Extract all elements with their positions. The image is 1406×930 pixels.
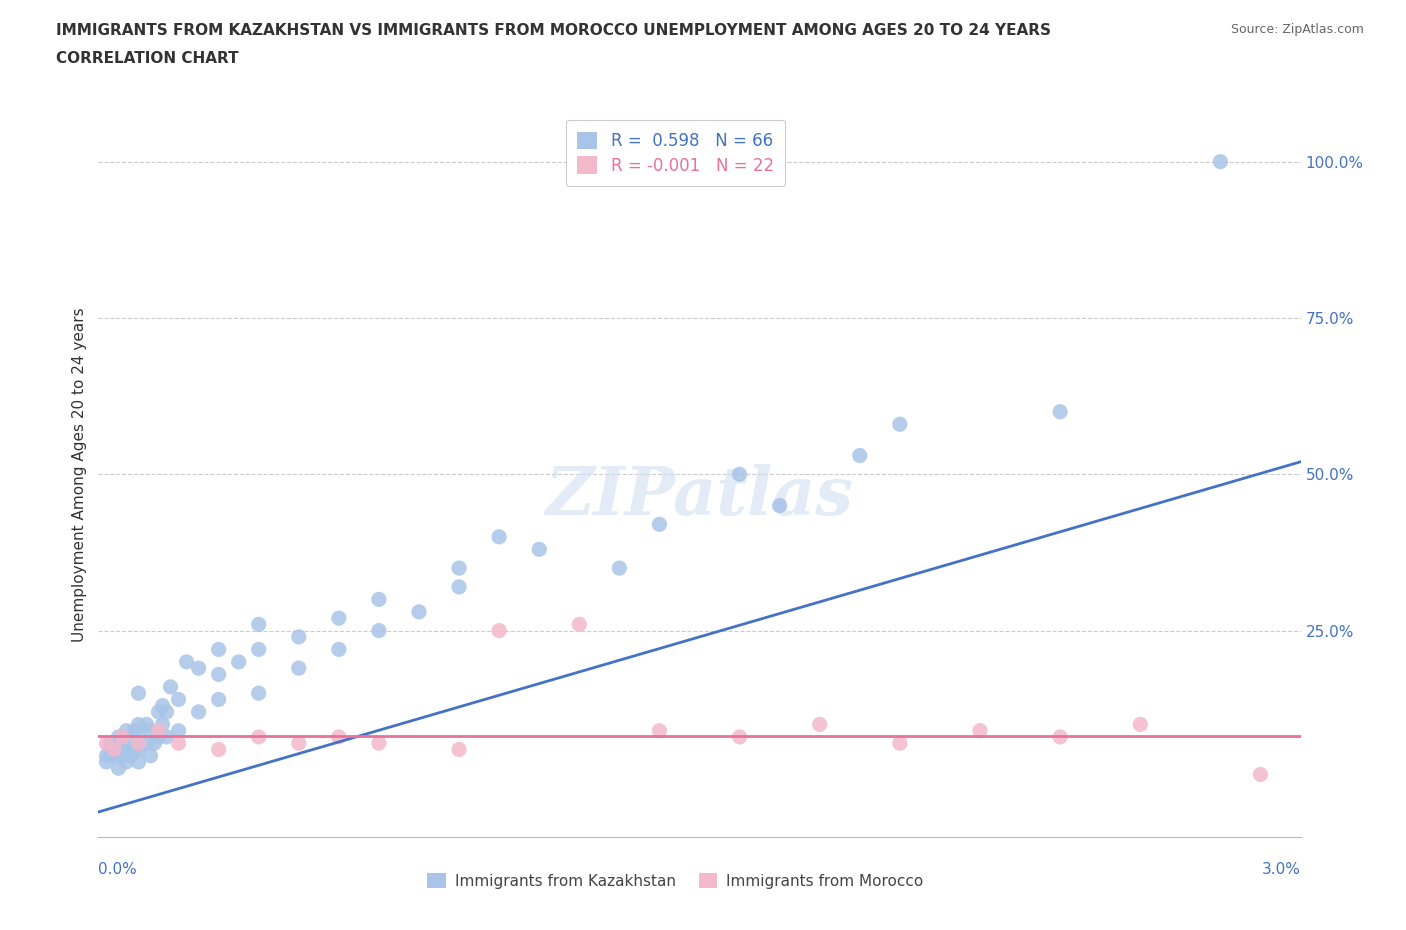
Point [111,736,134,751]
Point [100,736,122,751]
Point [969,724,991,738]
Point [247,642,270,657]
Point [1209,154,1232,169]
Point [228,655,250,670]
Point [208,692,231,707]
Point [155,705,177,720]
Point [115,724,138,738]
Point [447,579,470,594]
Point [1049,729,1071,744]
Point [111,749,134,764]
Point [115,754,138,769]
Point [96,754,118,769]
Point [135,717,157,732]
Point [609,561,631,576]
Point [143,736,166,751]
Point [128,754,150,769]
Point [139,749,162,764]
Point [124,742,146,757]
Point [100,749,122,764]
Point [148,705,170,720]
Text: Source: ZipAtlas.com: Source: ZipAtlas.com [1230,23,1364,36]
Point [120,729,142,744]
Text: IMMIGRANTS FROM KAZAKHSTAN VS IMMIGRANTS FROM MOROCCO UNEMPLOYMENT AMONG AGES 20: IMMIGRANTS FROM KAZAKHSTAN VS IMMIGRANTS… [56,23,1052,38]
Point [728,729,751,744]
Legend: Immigrants from Kazakhstan, Immigrants from Morocco: Immigrants from Kazakhstan, Immigrants f… [422,867,929,895]
Point [155,729,177,744]
Point [187,705,209,720]
Point [447,742,470,757]
Point [139,724,162,738]
Point [247,729,270,744]
Point [849,448,872,463]
Point [247,617,270,631]
Point [124,724,146,738]
Point [176,655,198,670]
Point [1129,717,1152,732]
Point [167,692,190,707]
Point [107,761,129,776]
Point [96,736,118,751]
Point [159,680,181,695]
Point [648,724,671,738]
Point [167,724,190,738]
Point [128,742,150,757]
Point [187,660,209,675]
Point [135,736,157,751]
Point [1250,767,1272,782]
Point [120,749,142,764]
Point [488,529,510,544]
Point [368,623,391,638]
Point [288,660,311,675]
Point [808,717,831,732]
Point [328,729,350,744]
Text: CORRELATION CHART: CORRELATION CHART [56,51,239,66]
Point [167,736,190,751]
Point [148,724,170,738]
Point [728,467,751,482]
Point [152,698,174,713]
Point [103,742,125,757]
Point [889,736,911,751]
Point [128,729,150,744]
Point [111,729,134,744]
Text: ZIPatlas: ZIPatlas [546,463,853,528]
Point [103,742,125,757]
Text: 3.0%: 3.0% [1261,862,1301,877]
Y-axis label: Unemployment Among Ages 20 to 24 years: Unemployment Among Ages 20 to 24 years [72,307,87,642]
Point [208,642,231,657]
Point [768,498,790,513]
Point [1049,405,1071,419]
Point [889,417,911,432]
Point [107,749,129,764]
Point [529,542,551,557]
Text: 0.0%: 0.0% [98,862,138,877]
Point [368,591,391,606]
Point [488,623,510,638]
Point [148,729,170,744]
Point [288,630,311,644]
Point [447,561,470,576]
Point [107,729,129,744]
Point [247,685,270,700]
Point [128,685,150,700]
Point [328,611,350,626]
Point [648,517,671,532]
Point [568,617,591,631]
Point [152,717,174,732]
Point [408,604,430,619]
Point [208,667,231,682]
Point [128,736,150,751]
Point [368,736,391,751]
Point [328,642,350,657]
Point [208,742,231,757]
Point [100,742,122,757]
Point [128,717,150,732]
Point [288,736,311,751]
Point [115,742,138,757]
Point [96,749,118,764]
